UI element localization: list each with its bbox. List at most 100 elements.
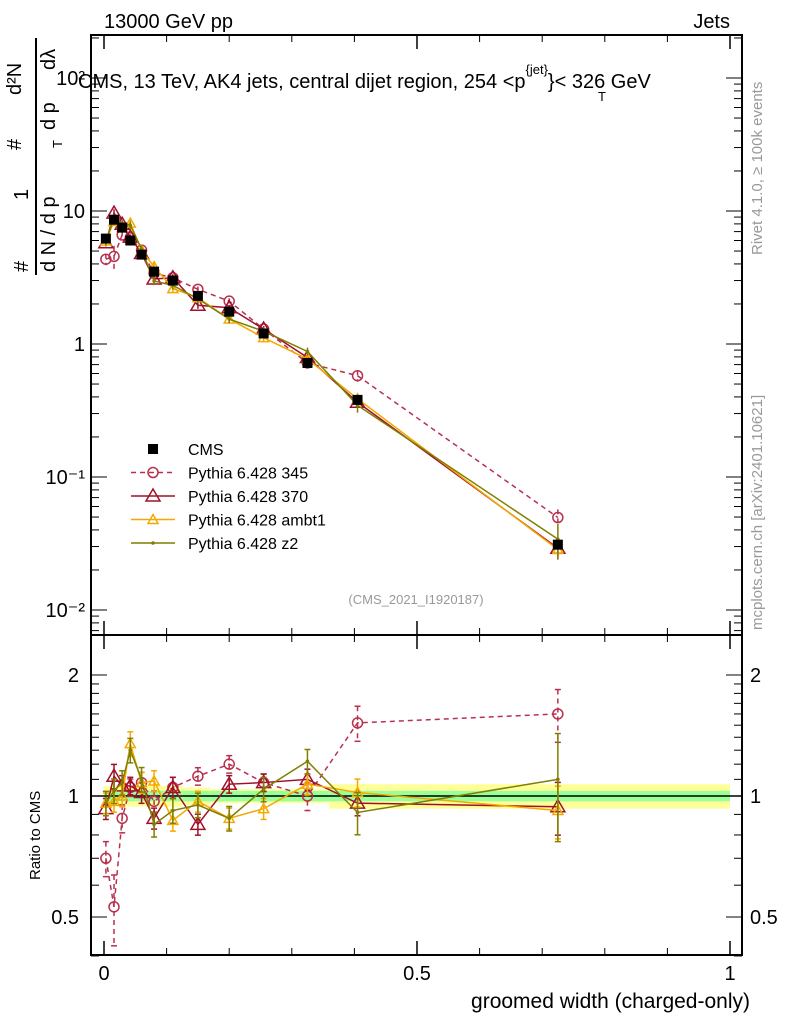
data-point — [120, 780, 124, 785]
legend-label: Pythia 6.428 ambt1 — [188, 513, 326, 530]
data-point — [552, 511, 564, 524]
data-point — [305, 759, 310, 764]
data-point — [220, 775, 238, 790]
data-point — [167, 275, 178, 286]
series-line — [105, 216, 559, 540]
title-sup: {jet} — [526, 62, 549, 77]
data-point — [305, 349, 310, 354]
data-point — [166, 282, 180, 294]
data-point — [107, 794, 121, 807]
ratio-y-tick-label: 0.5 — [51, 907, 79, 929]
x-tick-label: 1 — [724, 963, 735, 985]
plot-title: CMS, 13 TeV, AK4 jets, central dijet reg… — [78, 62, 651, 93]
data-point — [224, 306, 235, 317]
legend-label: Pythia 6.428 345 — [188, 466, 308, 483]
data-point — [144, 487, 162, 502]
data-point — [152, 279, 156, 283]
data-point — [192, 290, 203, 301]
header-right: Jets — [693, 11, 730, 33]
x-tick-label: 0 — [98, 963, 109, 985]
data-point — [351, 369, 364, 382]
data-point — [148, 444, 158, 454]
series-pythia-6-428-345 — [100, 229, 564, 947]
legend: CMS Pythia 6.428 345 Pythia 6.428 370 Pythi… — [131, 442, 326, 553]
legend-entry: Pythia 6.428 370 — [131, 487, 308, 506]
x-axis-label: groomed width (charged-only) — [471, 990, 750, 1013]
data-point — [100, 233, 111, 244]
data-point — [189, 815, 207, 831]
data-point — [147, 466, 159, 479]
data-point — [355, 810, 360, 815]
legend-label: Pythia 6.428 370 — [188, 489, 308, 506]
data-point — [227, 317, 231, 321]
series-pythia-6-428-z2 — [102, 214, 561, 843]
legend-entry: CMS — [148, 442, 224, 459]
y-tick-label: 10⁻² — [46, 600, 86, 622]
ylabel-dp: d p — [38, 102, 60, 130]
x-tick-label: 0.5 — [403, 963, 431, 985]
y-tick-label: 1 — [74, 334, 85, 356]
y-tick-label: 10 — [63, 201, 85, 223]
data-point — [151, 541, 155, 545]
data-point — [116, 812, 128, 825]
legend-entry: Pythia 6.428 ambt1 — [131, 513, 326, 530]
data-point — [100, 253, 112, 265]
cms-uncertainty-bands — [91, 784, 742, 809]
data-point — [261, 787, 266, 791]
ylabel-dn: d N / d p — [38, 196, 60, 272]
data-point — [147, 774, 161, 786]
series-cms — [100, 214, 563, 550]
data-point — [351, 717, 364, 729]
ratio-y-axis-label: Ratio to CMS — [27, 791, 44, 880]
ratio-y-tick-label-right: 2 — [750, 665, 761, 687]
ylabel-one: 1 — [11, 189, 33, 200]
data-point — [108, 901, 120, 913]
legend-label: Pythia 6.428 z2 — [188, 536, 298, 553]
data-point — [121, 777, 139, 792]
data-point — [136, 249, 147, 260]
ratio-y-tick-label-right: 0.5 — [750, 907, 778, 929]
data-point — [139, 777, 144, 782]
y-axis-label: # 1 d N / d p T # d²N d p dλ — [4, 38, 65, 275]
ratio-panel-frame — [90, 634, 743, 956]
legend-label: CMS — [188, 442, 224, 459]
data-point — [109, 214, 120, 225]
data-point — [112, 789, 116, 793]
title-end: }< 326 GeV — [548, 71, 652, 93]
data-point — [166, 813, 180, 826]
side-label-mcplots: mcplots.cern.ch [arXiv:2401.10621] — [749, 395, 766, 630]
ylabel-d2n: d²N — [4, 63, 26, 95]
data-point — [189, 296, 207, 312]
data-point — [223, 758, 235, 770]
data-point — [302, 357, 313, 368]
ratio-y-tick-label: 1 — [68, 786, 79, 808]
data-point — [171, 808, 175, 813]
ratio-y-tick-label: 2 — [68, 665, 79, 687]
data-point — [257, 802, 270, 814]
title-main: CMS, 13 TeV, AK4 jets, central dijet reg… — [78, 71, 526, 93]
data-point — [192, 770, 204, 782]
data-point — [152, 822, 156, 827]
ylabel-t: T — [50, 140, 65, 148]
legend-entry: Pythia 6.428 345 — [131, 466, 308, 483]
data-point — [352, 394, 363, 405]
legend-entry: Pythia 6.428 z2 — [131, 536, 298, 553]
data-point — [104, 801, 108, 805]
ylabel-hash1: # — [11, 260, 33, 272]
analysis-id: (CMS_2021_I1920187) — [348, 592, 483, 607]
title-sub: T — [598, 89, 606, 104]
data-point — [552, 708, 564, 720]
series-pythia-6-428-370 — [97, 204, 567, 836]
data-point — [128, 223, 133, 228]
data-point — [301, 777, 314, 789]
ylabel-hash2: # — [4, 138, 26, 150]
data-point — [117, 222, 128, 233]
series-pythia-6-428-ambt1 — [99, 214, 565, 840]
data-point — [146, 512, 160, 525]
axes: 0 0.5 1 10² 10 1 10⁻¹ 10⁻² 2 2 1 1 0.5 0.5 — [46, 35, 778, 985]
y-tick-label: 10² — [56, 68, 85, 90]
data-point — [149, 266, 160, 277]
ratio-y-tick-label-right: 1 — [750, 786, 761, 808]
y-tick-label: 10⁻¹ — [46, 467, 86, 489]
